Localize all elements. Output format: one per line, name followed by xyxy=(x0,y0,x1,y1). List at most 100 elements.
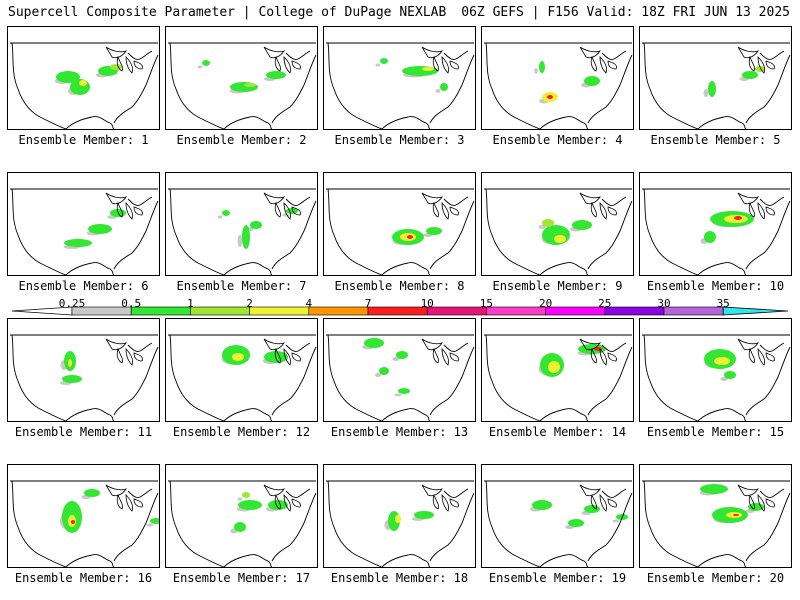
scp-contour xyxy=(426,227,442,235)
scp-contour xyxy=(539,61,545,73)
scp-contour xyxy=(734,216,742,220)
great-lakes xyxy=(263,484,301,512)
colorbar xyxy=(12,306,788,316)
map-canvas xyxy=(168,42,317,129)
scp-contour xyxy=(64,239,92,247)
coastline xyxy=(484,480,633,567)
great-lakes xyxy=(263,46,301,74)
map-canvas xyxy=(642,42,791,129)
scp-contour xyxy=(542,219,554,227)
scp-contour xyxy=(440,83,448,91)
colorbar-tick-label: 0.5 xyxy=(121,297,142,310)
member-label: Ensemble Member: 13 xyxy=(330,425,469,439)
great-lakes xyxy=(737,484,775,512)
great-lakes xyxy=(579,46,617,74)
scp-low-patch xyxy=(375,373,381,377)
great-lakes xyxy=(263,338,301,366)
scp-contour xyxy=(110,64,122,70)
member-label: Ensemble Member: 18 xyxy=(330,571,469,585)
scp-contour xyxy=(364,338,384,348)
scp-contour xyxy=(548,361,560,373)
coastline xyxy=(326,480,475,567)
colorbar-tick-label: 4 xyxy=(305,297,313,310)
member-map xyxy=(7,172,160,276)
scp-low-patch xyxy=(62,365,66,369)
member-map xyxy=(165,26,318,130)
coastline xyxy=(10,188,159,275)
scp-low-patch xyxy=(237,497,243,501)
scp-contour xyxy=(68,359,72,367)
member-map xyxy=(165,464,318,568)
map-canvas xyxy=(642,188,791,275)
coastline xyxy=(326,188,475,275)
colorbar-segment xyxy=(367,306,428,316)
scp-contour xyxy=(572,220,592,230)
scp-low-patch xyxy=(435,89,441,93)
colorbar-tick-label: 2 xyxy=(246,297,253,310)
page-title: Supercell Composite Parameter | College … xyxy=(8,5,447,20)
colorbar-segment xyxy=(486,306,546,316)
scp-contour xyxy=(547,95,553,99)
scp-contour xyxy=(250,221,262,229)
colorbar-tick-label: 7 xyxy=(364,297,372,310)
coastline xyxy=(168,188,317,275)
scp-contour xyxy=(396,351,408,359)
scp-contour xyxy=(724,371,736,379)
scp-contour xyxy=(71,520,75,524)
map-canvas xyxy=(484,188,633,275)
scp-low-patch xyxy=(538,225,546,229)
map-canvas xyxy=(10,334,159,421)
member-map xyxy=(481,26,634,130)
scp-contour xyxy=(407,235,413,239)
great-lakes xyxy=(737,338,775,366)
member-label: Ensemble Member: 11 xyxy=(14,425,153,439)
map-canvas xyxy=(10,188,159,275)
scp-contour xyxy=(62,375,82,383)
great-lakes xyxy=(263,192,301,220)
colorbar-tick-label: 35 xyxy=(716,297,730,310)
colorbar-tick-label: 10 xyxy=(420,297,434,310)
scp-contour xyxy=(708,81,716,97)
colorbar-tick-label: 30 xyxy=(657,297,671,310)
scp-contour xyxy=(379,367,389,375)
great-lakes xyxy=(421,338,459,366)
coastline xyxy=(642,188,791,275)
member-label: Ensemble Member: 15 xyxy=(646,425,785,439)
member-map xyxy=(323,172,476,276)
scp-contour xyxy=(88,224,112,234)
scp-low-patch xyxy=(703,89,709,97)
scp-low-patch xyxy=(392,357,400,361)
colorbar-segment xyxy=(545,306,606,316)
coastline xyxy=(484,188,633,275)
scp-contour xyxy=(238,500,262,510)
scp-contour xyxy=(232,353,244,361)
scp-contour xyxy=(244,83,256,87)
member-map xyxy=(7,464,160,568)
member-label: Ensemble Member: 17 xyxy=(172,571,311,585)
great-lakes xyxy=(737,192,775,220)
scp-contour xyxy=(395,515,401,523)
scp-low-patch xyxy=(394,393,402,397)
member-map xyxy=(7,318,160,422)
great-lakes xyxy=(421,484,459,512)
scp-contour xyxy=(714,357,730,365)
scp-contour xyxy=(402,66,438,76)
member-label: Ensemble Member: 4 xyxy=(492,133,623,147)
scp-contour xyxy=(422,67,434,71)
member-label: Ensemble Member: 20 xyxy=(646,571,785,585)
colorbar-segment xyxy=(426,306,487,316)
great-lakes xyxy=(579,192,617,220)
member-map xyxy=(639,172,792,276)
colorbar-tick-label: 0.25 xyxy=(58,297,86,310)
map-canvas xyxy=(484,334,633,421)
scp-low-patch xyxy=(237,235,243,247)
coastline xyxy=(10,480,159,567)
scp-low-patch xyxy=(217,215,223,219)
map-canvas xyxy=(10,42,159,129)
colorbar-tick-label: 25 xyxy=(598,297,612,310)
scp-contour xyxy=(568,519,584,527)
scp-contour xyxy=(414,511,434,519)
map-canvas xyxy=(326,188,475,275)
colorbar-segment xyxy=(663,306,724,316)
coastline xyxy=(484,42,633,129)
